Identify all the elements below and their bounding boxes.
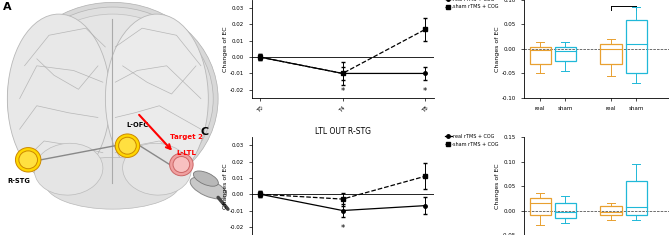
Ellipse shape [193, 171, 218, 186]
Ellipse shape [190, 177, 226, 199]
Bar [530, 198, 551, 215]
Circle shape [15, 148, 41, 172]
Ellipse shape [19, 14, 206, 183]
Y-axis label: Changes of EC: Changes of EC [495, 163, 500, 209]
Text: *: * [341, 224, 345, 233]
Ellipse shape [12, 7, 213, 190]
Text: *: * [341, 87, 345, 96]
Bar [530, 47, 551, 64]
Y-axis label: Changes of EC: Changes of EC [223, 26, 228, 72]
Text: C: C [201, 127, 209, 137]
Bar [600, 206, 622, 215]
Bar [626, 20, 647, 73]
Circle shape [170, 153, 193, 176]
Text: A: A [3, 2, 11, 12]
Text: L-OFC: L-OFC [126, 122, 149, 128]
Y-axis label: Changes of EC: Changes of EC [495, 26, 500, 72]
Ellipse shape [106, 14, 208, 183]
Legend: real rTMS + COG, sham rTMS + COG: real rTMS + COG, sham rTMS + COG [443, 0, 501, 12]
Circle shape [19, 151, 37, 169]
Circle shape [118, 137, 136, 154]
Bar [555, 47, 576, 61]
Text: R-STG: R-STG [7, 178, 30, 184]
Legend: real rTMS + COG, sham rTMS + COG: real rTMS + COG, sham rTMS + COG [443, 132, 501, 149]
Bar [555, 203, 576, 218]
Text: *: * [622, 0, 626, 4]
Bar [600, 44, 622, 64]
Circle shape [173, 157, 190, 172]
Text: Target 2: Target 2 [170, 134, 203, 140]
Title: LTL OUT R-STG: LTL OUT R-STG [314, 127, 371, 136]
Bar [626, 181, 647, 215]
Ellipse shape [122, 143, 191, 195]
Ellipse shape [7, 2, 218, 195]
Text: L-LTL: L-LTL [177, 150, 196, 156]
Ellipse shape [34, 143, 103, 195]
Circle shape [115, 134, 140, 157]
Text: *: * [423, 87, 427, 96]
Y-axis label: Changes of EC: Changes of EC [223, 163, 228, 209]
Ellipse shape [45, 157, 180, 209]
Ellipse shape [7, 14, 110, 183]
